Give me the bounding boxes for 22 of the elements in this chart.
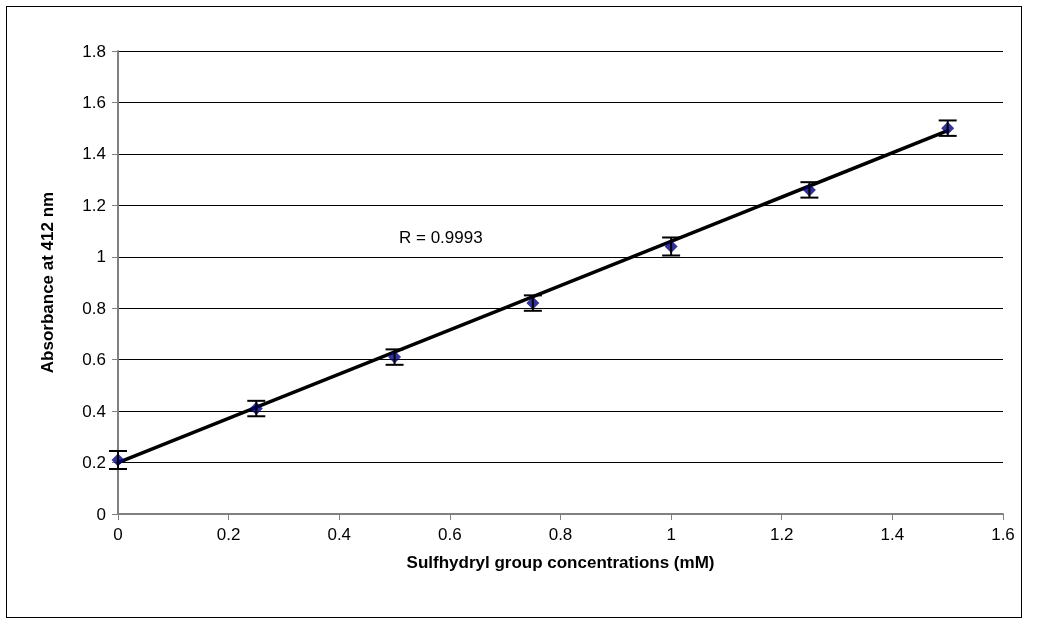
- x-tick-label: 0.8: [548, 525, 573, 544]
- x-tick-label: 1.4: [880, 525, 905, 544]
- y-tick-label: 0.8: [82, 298, 106, 318]
- y-tick-label: 0.6: [82, 350, 106, 370]
- y-tick-label: 1: [96, 247, 106, 267]
- x-tick-label: 0.6: [438, 525, 462, 544]
- y-axis-title: Absorbance at 412 nm: [38, 191, 57, 374]
- x-tick-label: 0: [113, 525, 123, 544]
- y-tick-label: 0.4: [82, 401, 106, 421]
- y-tick-label: 0: [96, 504, 106, 524]
- y-tick-label: 1.4: [82, 144, 106, 164]
- x-axis-title: Sulfhydryl group concentrations (mM): [406, 553, 715, 572]
- y-tick-label: 1.2: [82, 195, 106, 215]
- x-tick-label: 1.2: [769, 525, 794, 544]
- y-tick-label: 0.2: [82, 453, 106, 473]
- annotation: R = 0.9993: [399, 228, 483, 247]
- x-tick-label: 0.4: [327, 525, 352, 544]
- y-tick-label: 1.6: [82, 92, 106, 112]
- y-tick-label: 1.8: [82, 41, 106, 61]
- x-tick-label: 1.6: [991, 525, 1015, 544]
- x-tick-label: 1: [666, 525, 676, 544]
- x-tick-label: 0.2: [216, 525, 241, 544]
